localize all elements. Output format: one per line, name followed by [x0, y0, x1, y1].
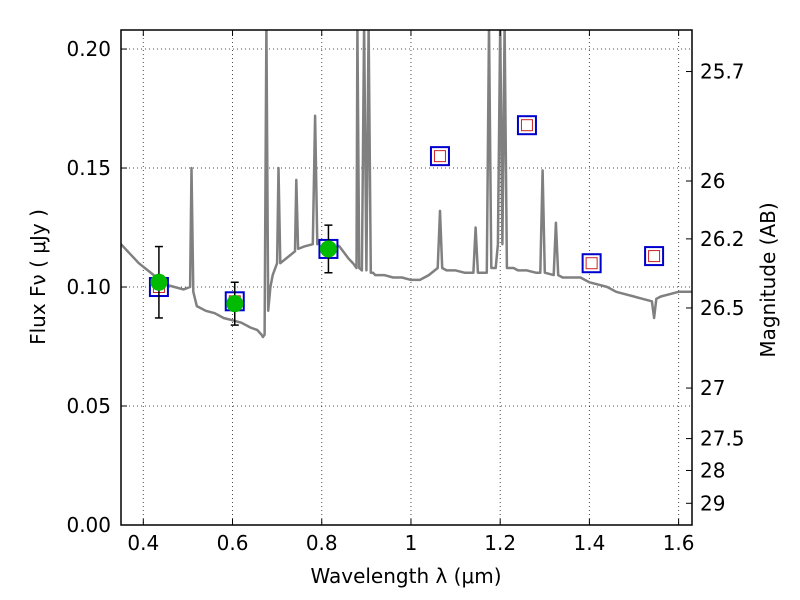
spectrum-line — [121, 30, 692, 339]
observed-point — [319, 240, 337, 258]
x-tick-label: 0.4 — [127, 531, 159, 555]
model-point — [644, 246, 665, 267]
x-tick-label: 0.6 — [217, 531, 249, 555]
x-tick-label: 1.4 — [573, 531, 605, 555]
observed-point — [150, 273, 168, 291]
grid — [121, 30, 692, 526]
y2-tick-label: 26 — [700, 169, 725, 193]
plot-area — [121, 30, 692, 339]
y2-axis-label: Magnitude (AB) — [756, 202, 780, 357]
x-tick-label: 1.2 — [484, 531, 516, 555]
y-tick-label: 0.15 — [66, 156, 111, 180]
y2-tick-label: 28 — [700, 458, 725, 482]
x-tick-label: 0.8 — [306, 531, 338, 555]
y2-tick-label: 25.7 — [700, 60, 745, 84]
x-tick-label: 1.6 — [663, 531, 695, 555]
model-point — [516, 115, 537, 136]
x-tick-label: 1 — [405, 531, 418, 555]
model-point — [581, 253, 602, 274]
axis-ticks: 0.4 0.6 0.8 1 1.2 1.4 1.6 0.00 0.05 0.10 0.15 0.20 2… — [66, 30, 745, 555]
model-point-inner — [433, 150, 446, 163]
y2-tick-label: 27.5 — [700, 427, 745, 451]
y-axis-label: Flux Fν ( μJy ) — [26, 209, 50, 345]
y-tick-label: 0.20 — [66, 37, 111, 61]
y-tick-label: 0.10 — [66, 275, 111, 299]
y2-tick-label: 27 — [700, 376, 725, 400]
y2-tick-label: 29 — [700, 491, 725, 515]
model-point-inner — [585, 257, 598, 270]
y-tick-label: 0.05 — [66, 394, 111, 418]
y2-tick-label: 26.2 — [700, 227, 745, 251]
x-axis-label: Wavelength λ (μm) — [310, 564, 501, 588]
observed-point — [226, 295, 244, 313]
model-point-inner — [520, 119, 533, 132]
plot-frame — [120, 29, 693, 526]
y2-tick-label: 26.5 — [700, 296, 745, 320]
y-tick-label: 0.00 — [66, 513, 111, 537]
model-point-inner — [648, 250, 661, 263]
model-point — [429, 146, 450, 167]
